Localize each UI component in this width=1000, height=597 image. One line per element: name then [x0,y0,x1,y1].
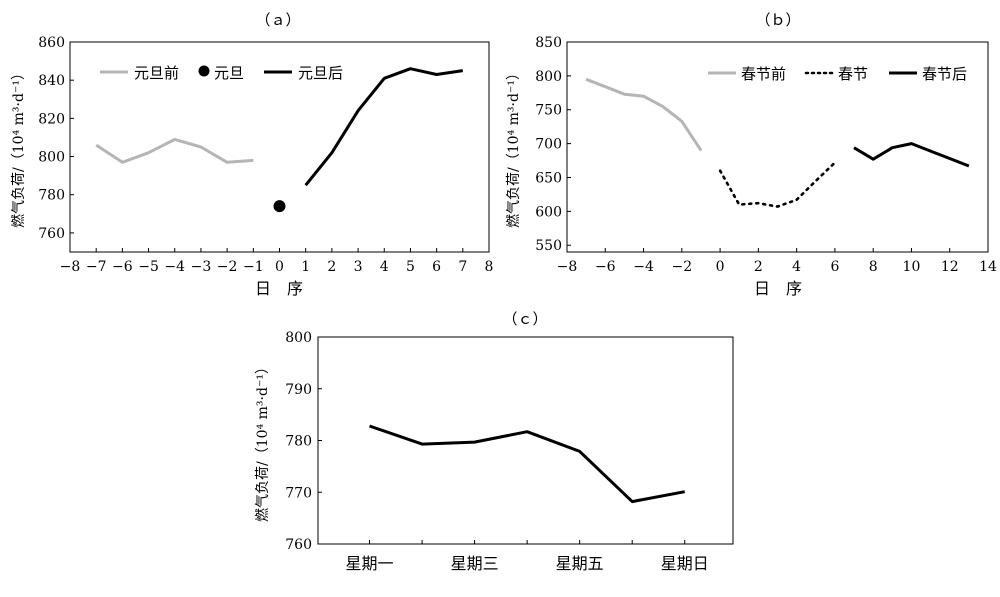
x-axis-label-b: 日 序 [754,279,802,298]
x-tick-label-b-2: −4 [633,259,654,275]
x-tick-label-a-4: −4 [164,259,185,275]
x-axis-label-a: 日 序 [255,279,303,298]
x-tick-label-b-0: −8 [557,259,578,275]
x-tick-label-a-7: −1 [243,259,264,275]
chart-a: （ａ） 日 序 燃气负荷/（10⁴ m³·d⁻¹） 元旦前 元旦 元旦后 −8−… [10,11,493,298]
x-tick-label-a-2: −6 [112,259,133,275]
x-tick-label-b-5: 2 [754,259,763,275]
x-tick-label-a-9: 1 [301,259,310,275]
plot-frame-b [566,41,989,253]
x-tick-label-a-6: −2 [217,259,238,275]
data-point-a-1-0 [273,200,286,213]
legend-label-b-1: 春节 [838,65,868,83]
x-tick-label-b-11: 14 [979,259,997,275]
series-line-a-0 [95,137,254,164]
x-tick-label-b-8: 8 [869,259,878,275]
chart-b: （ｂ） 日 序 燃气负荷/（10⁴ m³·d⁻¹） 春节前 春节 春节后 −8 −… [505,11,997,298]
x-tick-label-a-8: 0 [275,259,284,275]
y-tick-label-b-0: 550 [535,238,562,254]
legend-label-b-0: 春节前 [741,65,786,83]
x-tick-label-a-14: 6 [432,259,441,275]
x-tick-label-b-6: 4 [792,259,801,275]
x-tick-label-a-11: 3 [354,259,363,275]
y-tick-label-a-3: 820 [38,111,65,127]
y-tick-label-c-2: 780 [285,434,312,450]
legend-label-a-0: 元旦前 [134,64,179,82]
panel-label-b: （ｂ） [755,11,800,29]
y-tick-label-c-4: 800 [285,330,312,346]
x-tick-label-b-7: 6 [830,259,839,275]
y-tick-label-b-3: 700 [535,137,562,153]
series-line-b-0 [585,77,703,152]
x-tick-label-b-9: 10 [903,259,921,275]
x-tick-label-b-3: −2 [671,259,692,275]
y-tick-label-b-6: 850 [535,35,562,51]
plot-frame-c [317,336,734,545]
chart-c: （ｃ） 燃气负荷/（10⁴ m³·d⁻¹） 星期一 星期三 星期五 星期日 760 770… [254,310,734,573]
y-axis-label-b: 燃气负荷/（10⁴ m³·d⁻¹） [505,66,522,228]
x-tick-label-a-1: −7 [86,259,107,275]
x-tick-label-a-10: 2 [327,259,336,275]
y-tick-label-b-1: 600 [535,204,562,220]
series-line-b-1 [718,161,837,208]
series-line-b-2 [853,142,970,168]
x-tick-label-b-1: −6 [595,259,616,275]
y-tick-label-a-1: 780 [38,188,65,204]
y-axis-label-c: 燃气负荷/（10⁴ m³·d⁻¹） [254,360,271,522]
x-tick-label-a-16: 8 [485,259,494,275]
x-tick-label-a-13: 5 [406,259,415,275]
y-tick-label-a-0: 760 [38,226,65,242]
x-tick-label-a-15: 7 [458,259,467,275]
y-tick-label-b-5: 800 [535,69,562,85]
legend-swatch-a-1 [198,65,210,77]
series-line-c-0 [369,424,685,504]
panel-label-a: （ａ） [255,11,300,29]
y-tick-label-a-2: 800 [38,150,65,166]
series-line-a-2 [304,67,464,187]
panel-label-c: （ｃ） [502,310,547,328]
x-tick-label-a-3: −5 [138,259,159,275]
x-tick-label-b-4: 0 [716,259,725,275]
x-tick-label-b-10: 12 [941,259,959,275]
y-tick-label-a-4: 840 [38,73,65,89]
x-tick-label-c-4: 星期五 [556,554,604,573]
x-tick-label-c-6: 星期日 [661,554,709,573]
y-tick-label-c-1: 770 [285,485,312,501]
y-tick-label-b-4: 750 [535,103,562,119]
y-tick-label-b-2: 650 [535,170,562,186]
legend-label-b-2: 春节后 [922,65,967,83]
x-tick-label-a-12: 4 [380,259,389,275]
y-tick-label-a-5: 860 [38,35,65,51]
x-tick-label-a-0: −8 [60,259,81,275]
y-tick-label-c-3: 790 [285,382,312,398]
legend-b: 春节前 春节 春节后 [708,65,967,83]
legend-label-a-1: 元旦 [214,64,244,82]
y-axis-label-a: 燃气负荷/（10⁴ m³·d⁻¹） [10,66,27,228]
x-tick-label-a-5: −3 [191,259,212,275]
legend-a: 元旦前 元旦 元旦后 [100,64,343,82]
x-tick-label-c-2: 星期三 [451,554,499,573]
legend-label-a-2: 元旦后 [298,64,343,82]
y-tick-label-c-0: 760 [285,537,312,553]
x-tick-label-c-0: 星期一 [346,554,394,573]
